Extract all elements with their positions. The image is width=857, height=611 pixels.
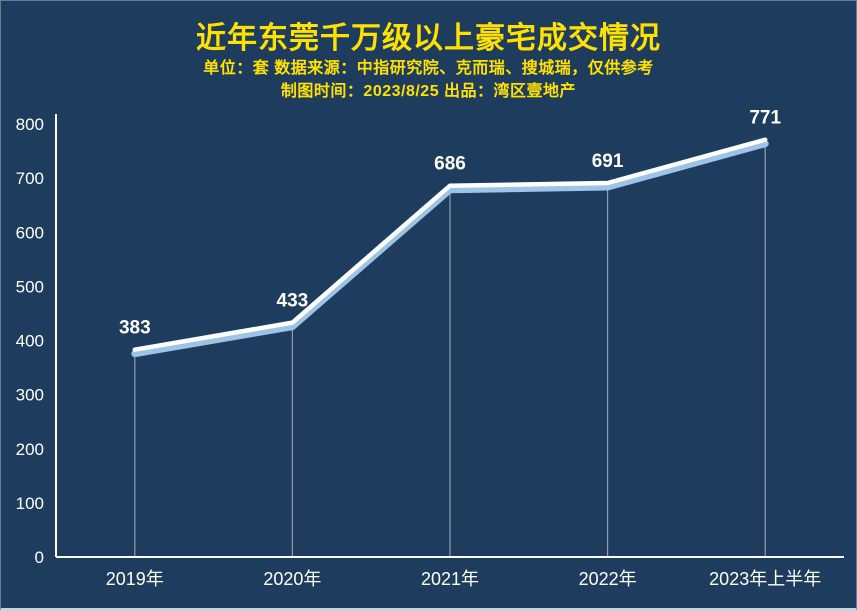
x-axis-category-label: 2020年 <box>263 569 321 589</box>
series-line <box>132 137 768 352</box>
x-axis-category-label: 2023年上半年 <box>709 569 821 589</box>
y-axis-tick-label: 600 <box>16 223 44 242</box>
x-axis-category-label: 2021年 <box>421 569 479 589</box>
y-axis-tick-label: 200 <box>16 440 44 459</box>
series-line-shadow <box>131 140 769 358</box>
chart-subtitle-credit: 制图时间：2023/8/25 出品：湾区壹地产 <box>280 83 577 100</box>
value-label: 691 <box>592 151 624 172</box>
y-axis-tick-label: 300 <box>16 386 44 405</box>
y-axis-tick-label: 0 <box>35 548 44 567</box>
value-label: 383 <box>119 318 151 339</box>
value-label: 771 <box>749 108 781 129</box>
value-label: 433 <box>277 291 309 312</box>
chart-title: 近年东莞千万级以上豪宅成交情况 <box>196 22 661 55</box>
chart-subtitle-source: 单位：套 数据来源：中指研究院、克而瑞、搜城瑞，仅供参考 <box>203 60 654 77</box>
y-axis-tick-label: 700 <box>16 169 44 188</box>
y-axis-tick-label: 800 <box>16 115 44 134</box>
x-axis-category-label: 2019年 <box>106 569 164 589</box>
value-label: 686 <box>434 154 466 175</box>
x-axis-category-label: 2022年 <box>579 569 637 589</box>
y-axis-tick-label: 100 <box>16 494 44 513</box>
y-axis-tick-label: 400 <box>16 332 44 351</box>
y-axis-tick-label: 500 <box>16 277 44 296</box>
